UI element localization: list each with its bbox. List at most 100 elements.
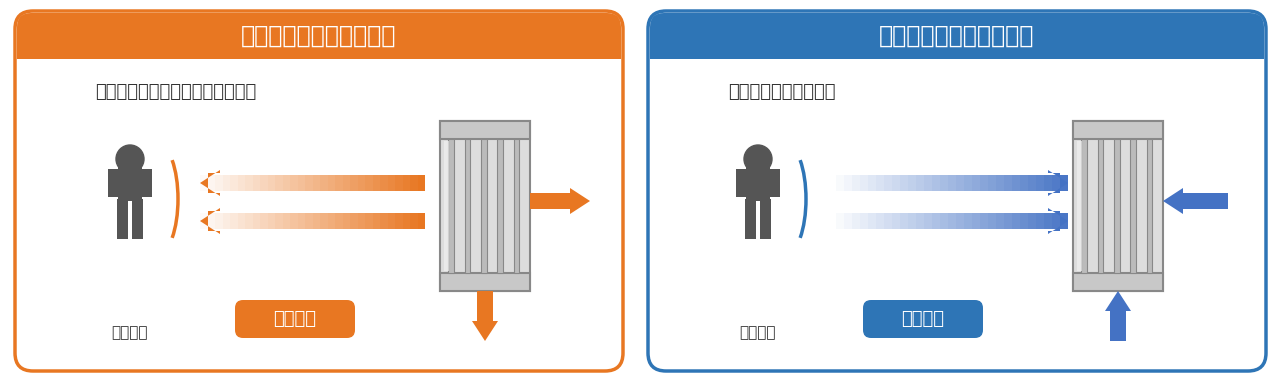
Bar <box>996 175 1004 191</box>
Bar <box>948 175 956 191</box>
Bar <box>924 213 932 229</box>
Bar <box>283 175 291 191</box>
Bar <box>1052 175 1060 191</box>
Bar <box>388 175 396 191</box>
Bar <box>964 175 972 191</box>
Bar <box>440 273 530 291</box>
Bar <box>1052 213 1060 229</box>
FancyArrow shape <box>472 291 498 341</box>
Bar <box>1073 121 1164 139</box>
Bar <box>513 139 520 273</box>
Bar <box>996 213 1004 229</box>
Text: 遠赤外線: 遠赤外線 <box>901 310 945 328</box>
Bar <box>900 213 908 229</box>
Bar <box>320 213 328 229</box>
Bar <box>972 175 980 191</box>
FancyBboxPatch shape <box>863 300 983 338</box>
Bar <box>268 175 275 191</box>
Bar <box>900 175 908 191</box>
Bar <box>357 175 365 191</box>
FancyBboxPatch shape <box>15 11 623 371</box>
FancyArrow shape <box>1048 208 1068 234</box>
Bar <box>932 213 940 229</box>
Bar <box>876 213 884 229</box>
Bar <box>388 213 396 229</box>
Bar <box>892 175 900 191</box>
Bar <box>956 213 964 229</box>
Bar <box>305 213 312 229</box>
Bar <box>252 213 260 229</box>
FancyArrow shape <box>1048 170 1068 196</box>
FancyBboxPatch shape <box>236 300 355 338</box>
Bar <box>244 213 252 229</box>
Bar <box>402 175 410 191</box>
Bar <box>884 175 892 191</box>
Bar <box>497 139 503 273</box>
Bar <box>916 213 924 229</box>
Bar <box>410 175 417 191</box>
Bar <box>1044 175 1052 191</box>
Circle shape <box>744 145 772 173</box>
Bar <box>736 169 746 197</box>
Bar <box>275 175 283 191</box>
Bar <box>230 213 238 229</box>
Bar <box>448 139 454 273</box>
FancyBboxPatch shape <box>17 13 621 59</box>
Bar <box>291 175 297 191</box>
Bar <box>343 213 349 229</box>
Bar <box>328 213 335 229</box>
Bar <box>200 213 207 229</box>
Bar <box>1044 213 1052 229</box>
Bar <box>1147 139 1152 273</box>
Bar <box>1036 175 1044 191</box>
Bar <box>335 175 343 191</box>
Bar <box>132 199 143 239</box>
Bar <box>372 175 380 191</box>
Bar <box>328 175 335 191</box>
Bar <box>200 175 207 191</box>
FancyArrow shape <box>530 188 590 214</box>
Bar <box>892 213 900 229</box>
Bar <box>223 175 230 191</box>
Bar <box>440 121 530 139</box>
Bar <box>260 175 268 191</box>
Bar <box>860 175 868 191</box>
Bar <box>932 175 940 191</box>
Bar <box>1073 121 1164 291</box>
Text: 人や物の輿射熱を吸熱: 人や物の輿射熱を吸熱 <box>728 83 836 101</box>
Bar <box>215 213 223 229</box>
Bar <box>964 213 972 229</box>
Bar <box>884 213 892 229</box>
Bar <box>312 213 320 229</box>
Bar <box>868 175 876 191</box>
Bar <box>238 213 244 229</box>
Bar <box>844 213 852 229</box>
Bar <box>365 175 372 191</box>
Bar <box>1060 175 1068 191</box>
Bar <box>1028 175 1036 191</box>
Bar <box>283 213 291 229</box>
Bar <box>244 175 252 191</box>
Bar <box>365 213 372 229</box>
Bar <box>343 175 349 191</box>
Bar <box>852 213 860 229</box>
Bar <box>916 175 924 191</box>
Bar <box>1004 175 1012 191</box>
Bar <box>215 175 223 191</box>
Bar <box>1020 175 1028 191</box>
Bar <box>268 213 275 229</box>
Bar <box>440 121 530 291</box>
Bar <box>956 175 964 191</box>
Bar <box>836 213 844 229</box>
Bar <box>1036 213 1044 229</box>
Bar <box>410 213 417 229</box>
Bar <box>1130 139 1137 273</box>
Bar <box>1028 213 1036 229</box>
Bar <box>417 175 425 191</box>
Bar <box>305 175 312 191</box>
FancyBboxPatch shape <box>650 13 1265 59</box>
Bar <box>908 213 916 229</box>
Bar <box>940 175 948 191</box>
Text: 遠赤外線: 遠赤外線 <box>274 310 316 328</box>
Bar <box>396 213 402 229</box>
